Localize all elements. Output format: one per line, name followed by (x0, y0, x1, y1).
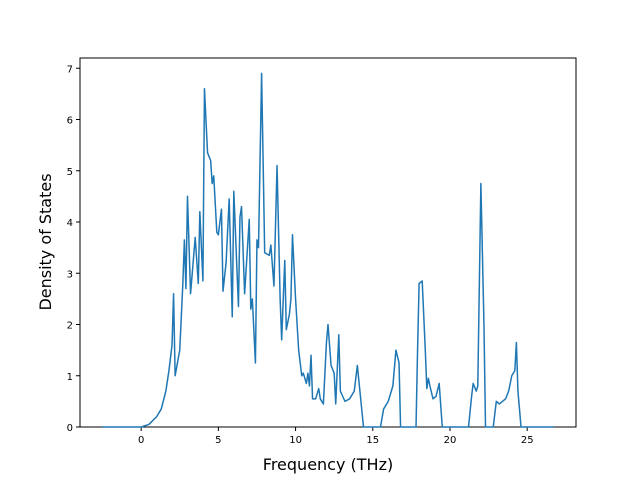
y-tick-label: 4 (67, 218, 73, 229)
x-tick-label: 5 (215, 435, 221, 446)
x-axis-label: Frequency (THz) (263, 455, 393, 474)
y-tick-label: 3 (67, 269, 73, 280)
x-tick-label: 0 (138, 435, 144, 446)
y-tick-label: 0 (67, 423, 73, 434)
axes-frame (79, 57, 577, 428)
y-axis-label: Density of States (36, 173, 55, 310)
x-tick-label: 25 (521, 435, 534, 446)
y-tick-label: 7 (67, 64, 73, 75)
y-tick-label: 2 (67, 321, 73, 332)
x-tick-label: 20 (444, 435, 457, 446)
x-tick-label: 10 (289, 435, 302, 446)
x-tick-label: 15 (366, 435, 379, 446)
y-tick-label: 1 (67, 372, 73, 383)
line-series (102, 72, 554, 428)
y-tick-label: 6 (67, 116, 73, 127)
y-tick-label: 5 (67, 167, 73, 178)
